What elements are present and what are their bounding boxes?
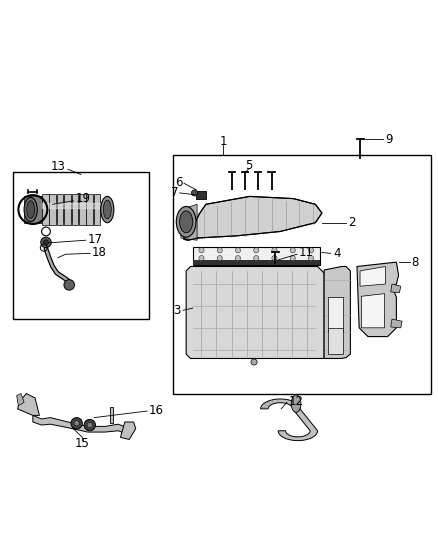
Ellipse shape (27, 201, 35, 219)
Bar (196, 191, 206, 199)
Text: 19: 19 (75, 192, 90, 205)
Polygon shape (186, 266, 324, 359)
Bar (193, 247, 320, 265)
Polygon shape (328, 328, 343, 354)
Text: 6: 6 (176, 176, 183, 189)
Circle shape (272, 248, 277, 253)
Polygon shape (181, 204, 197, 240)
Circle shape (87, 423, 92, 427)
Polygon shape (391, 319, 402, 328)
Polygon shape (184, 197, 322, 240)
Bar (79, 194, 85, 225)
Circle shape (64, 280, 74, 290)
Text: 5: 5 (245, 159, 252, 172)
Circle shape (290, 255, 295, 261)
Polygon shape (360, 266, 385, 286)
Text: 1: 1 (219, 135, 227, 148)
Polygon shape (261, 399, 318, 441)
Text: 15: 15 (75, 438, 90, 450)
Ellipse shape (176, 206, 196, 237)
Text: 17: 17 (88, 233, 102, 246)
Bar (42, 197, 101, 223)
Circle shape (254, 248, 259, 253)
Ellipse shape (103, 200, 111, 219)
Circle shape (235, 248, 240, 253)
Bar (13, 172, 149, 319)
Bar (173, 155, 431, 393)
Bar (49, 194, 56, 225)
Ellipse shape (291, 395, 301, 413)
Circle shape (43, 240, 49, 245)
Text: 3: 3 (173, 304, 181, 317)
Circle shape (41, 237, 51, 248)
Circle shape (254, 255, 259, 261)
Polygon shape (361, 294, 385, 328)
Polygon shape (17, 393, 24, 406)
Circle shape (217, 248, 223, 253)
Circle shape (290, 248, 295, 253)
Circle shape (71, 418, 82, 429)
Polygon shape (357, 262, 399, 336)
Text: 16: 16 (149, 403, 164, 417)
Polygon shape (324, 266, 350, 359)
Text: 4: 4 (333, 247, 340, 260)
Polygon shape (33, 415, 129, 435)
Text: 11: 11 (299, 246, 314, 259)
Circle shape (217, 255, 223, 261)
Bar (71, 194, 78, 225)
Polygon shape (18, 393, 39, 415)
Circle shape (199, 248, 204, 253)
Polygon shape (24, 197, 42, 223)
Text: 12: 12 (289, 395, 304, 408)
Bar (94, 194, 100, 225)
Text: 13: 13 (51, 160, 66, 173)
Circle shape (74, 421, 79, 426)
Ellipse shape (24, 198, 37, 222)
Circle shape (308, 255, 314, 261)
Bar (64, 194, 71, 225)
Polygon shape (120, 422, 136, 440)
Circle shape (272, 255, 277, 261)
Circle shape (191, 190, 198, 196)
Circle shape (251, 359, 257, 365)
Bar (86, 194, 93, 225)
Ellipse shape (101, 197, 114, 223)
Circle shape (235, 255, 240, 261)
Text: 8: 8 (412, 256, 419, 269)
Text: 18: 18 (92, 246, 107, 259)
Bar (57, 194, 64, 225)
Polygon shape (391, 284, 401, 293)
Ellipse shape (180, 211, 193, 233)
Bar (42, 194, 49, 225)
Circle shape (199, 255, 204, 261)
Text: 7: 7 (171, 185, 179, 198)
Polygon shape (42, 203, 101, 208)
Polygon shape (328, 297, 343, 332)
Text: 2: 2 (348, 216, 356, 229)
Polygon shape (110, 407, 113, 423)
Bar (193, 260, 320, 265)
Circle shape (84, 419, 95, 431)
Circle shape (308, 248, 314, 253)
Text: 9: 9 (385, 133, 393, 146)
